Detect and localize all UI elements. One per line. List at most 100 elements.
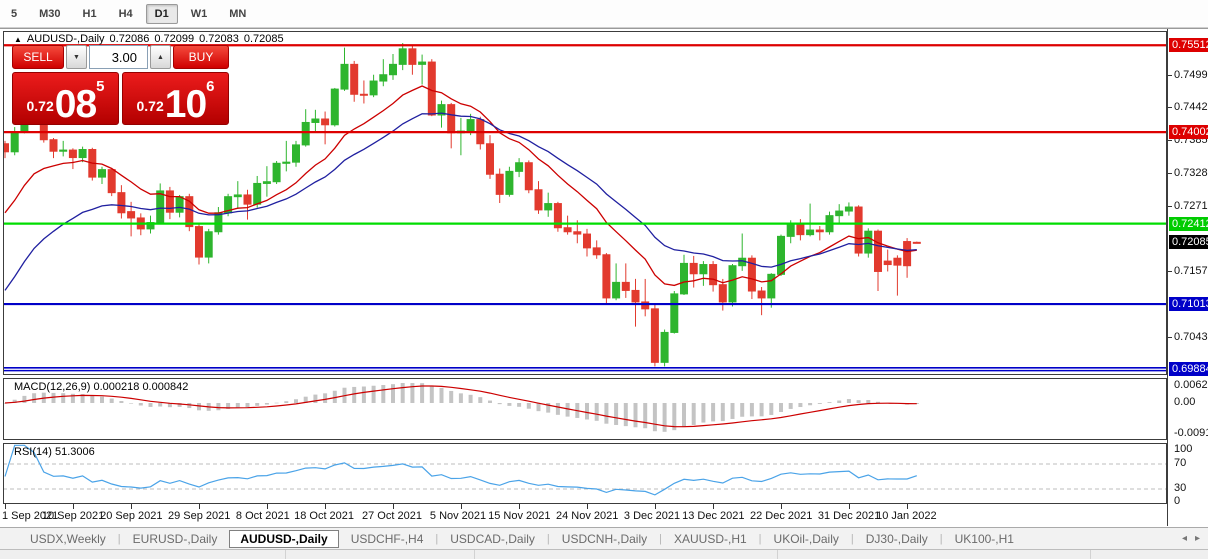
rsi-label: RSI(14) 51.3006	[14, 446, 95, 458]
date-axis-tick	[461, 504, 462, 509]
date-axis-tick	[713, 504, 714, 509]
indicator-axis-label: 0	[1174, 496, 1180, 507]
symbol-title: AUDUSD-,Daily	[27, 33, 105, 45]
timeframe-button-MN[interactable]: MN	[220, 4, 255, 24]
sell-price-pip: 5	[96, 78, 104, 95]
volume-decrease-button[interactable]: ▼	[66, 45, 87, 69]
date-axis-tick	[849, 504, 850, 509]
indicator-axis-label: 70	[1174, 458, 1186, 469]
buy-price-pip: 6	[206, 78, 214, 95]
date-axis-tick	[73, 504, 74, 509]
rsi-line	[5, 445, 917, 495]
buy-button[interactable]: BUY	[173, 45, 229, 69]
tab-USDCNH-,Daily[interactable]: USDCNH-,Daily	[550, 531, 659, 547]
indicator-axis-label: 0.006201	[1174, 380, 1208, 391]
rsi-panel-chart[interactable]	[3, 443, 1167, 504]
date-axis-tick	[5, 504, 6, 509]
price-axis-label: 0.74995	[1174, 70, 1208, 81]
indicator-axis-label: 30	[1174, 483, 1186, 494]
buy-price-big: 10	[165, 88, 206, 121]
macd-main-value: 0.000218	[93, 381, 139, 393]
date-axis-label: 10 Sep 2021	[42, 510, 104, 522]
chevron-up-icon: ▲	[157, 54, 164, 61]
sell-button[interactable]: SELL	[12, 45, 64, 69]
tab-XAUUSD-,H1[interactable]: XAUUSD-,H1	[662, 531, 759, 547]
timeframe-button-5[interactable]: 5	[2, 4, 26, 24]
price-badge-0.71013: 0.71013	[1169, 297, 1208, 311]
date-axis-label: 31 Dec 2021	[818, 510, 880, 522]
date-axis-tick	[325, 504, 326, 509]
macd-name: MACD(12,26,9)	[14, 381, 90, 393]
price-axis-label: 0.72715	[1174, 201, 1208, 212]
sell-price-prefix: 0.72	[27, 98, 54, 114]
price-badge-0.69884: 0.69884	[1169, 362, 1208, 376]
one-click-trading-panel: SELL ▼ ▲ BUY 0.72 08 5 0.72 10 6	[12, 45, 229, 125]
date-axis-label: 29 Sep 2021	[168, 510, 230, 522]
timeframe-button-H4[interactable]: H4	[110, 4, 142, 24]
price-axis-tick	[1168, 107, 1172, 108]
tab-AUDUSD-,Daily[interactable]: AUDUSD-,Daily	[229, 530, 338, 548]
chevron-down-icon: ▼	[73, 54, 80, 61]
tab-USDX,Weekly[interactable]: USDX,Weekly	[18, 531, 118, 547]
date-axis-label: 5 Nov 2021	[430, 510, 486, 522]
price-axis[interactable]: 0.749950.744250.738550.732850.727150.715…	[1167, 29, 1208, 526]
date-axis-label: 20 Sep 2021	[100, 510, 162, 522]
date-axis-tick	[587, 504, 588, 509]
volume-increase-button[interactable]: ▲	[150, 45, 171, 69]
price-axis-label: 0.73285	[1174, 168, 1208, 179]
date-axis-label: 27 Oct 2021	[362, 510, 422, 522]
price-axis-label: 0.70435	[1174, 332, 1208, 343]
date-axis-label: 8 Oct 2021	[236, 510, 290, 522]
tab-DJ30-,Daily[interactable]: DJ30-,Daily	[854, 531, 940, 547]
timeframe-button-W1[interactable]: W1	[182, 4, 217, 24]
timeframe-button-M30[interactable]: M30	[30, 4, 69, 24]
date-axis-tick	[519, 504, 520, 509]
date-axis[interactable]: 1 Sep 202110 Sep 202120 Sep 202129 Sep 2…	[0, 504, 1167, 526]
price-badge-0.72085: 0.72085	[1169, 235, 1208, 249]
price-axis-tick	[1168, 173, 1172, 174]
timeframe-button-D1[interactable]: D1	[146, 4, 178, 24]
price-axis-tick	[1168, 206, 1172, 207]
buy-price-prefix: 0.72	[137, 98, 164, 114]
price-badge-0.74002: 0.74002	[1169, 125, 1208, 139]
price-axis-tick	[1168, 75, 1172, 76]
volume-input[interactable]	[89, 45, 148, 69]
tab-UK100-,H1[interactable]: UK100-,H1	[943, 531, 1026, 547]
sell-price-panel[interactable]: 0.72 08 5	[12, 72, 119, 125]
date-axis-label: 10 Jan 2022	[876, 510, 937, 522]
buy-price-panel[interactable]: 0.72 10 6	[122, 72, 229, 125]
tab-USDCHF-,H4[interactable]: USDCHF-,H4	[339, 531, 436, 547]
tab-scroll-left-icon[interactable]: ◂	[1182, 533, 1187, 544]
tab-UKOil-,Daily[interactable]: UKOil-,Daily	[762, 531, 851, 547]
date-axis-tick	[267, 504, 268, 509]
date-axis-label: 18 Oct 2021	[294, 510, 354, 522]
timeframe-button-H1[interactable]: H1	[74, 4, 106, 24]
collapse-trade-panel-icon[interactable]: ▲	[14, 35, 22, 44]
price-badge-0.72412: 0.72412	[1169, 217, 1208, 231]
date-axis-tick	[393, 504, 394, 509]
tab-scroll-arrows: ◂▸	[1182, 533, 1200, 544]
date-axis-label: 13 Dec 2021	[682, 510, 744, 522]
rsi-name: RSI(14)	[14, 446, 52, 458]
indicator-axis-label: -0.009197	[1174, 428, 1208, 439]
date-axis-tick	[781, 504, 782, 509]
ohlc-close: 0.72085	[244, 33, 284, 45]
ohlc-low: 0.72083	[199, 33, 239, 45]
price-axis-tick	[1168, 140, 1172, 141]
chart-tab-bar: USDX,Weekly|EURUSD-,DailyAUDUSD-,DailyUS…	[0, 527, 1208, 549]
chart-window: ▲ AUDUSD-,Daily 0.72086 0.72099 0.72083 …	[0, 28, 1208, 528]
tab-scroll-right-icon[interactable]: ▸	[1195, 533, 1200, 544]
price-axis-label: 0.71575	[1174, 266, 1208, 277]
tab-EURUSD-,Daily[interactable]: EURUSD-,Daily	[121, 531, 230, 547]
date-axis-label: 15 Nov 2021	[488, 510, 550, 522]
price-axis-tick	[1168, 271, 1172, 272]
date-axis-label: 24 Nov 2021	[556, 510, 618, 522]
ohlc-open: 0.72086	[110, 33, 150, 45]
macd-signal-value: 0.000842	[142, 381, 188, 393]
date-axis-tick	[907, 504, 908, 509]
timeframe-toolbar: 5M30H1H4D1W1MN	[0, 0, 1208, 28]
date-axis-label: 22 Dec 2021	[750, 510, 812, 522]
indicator-axis-label: 100	[1174, 444, 1192, 455]
tab-USDCAD-,Daily[interactable]: USDCAD-,Daily	[438, 531, 547, 547]
chart-title: ▲ AUDUSD-,Daily 0.72086 0.72099 0.72083 …	[14, 33, 284, 45]
